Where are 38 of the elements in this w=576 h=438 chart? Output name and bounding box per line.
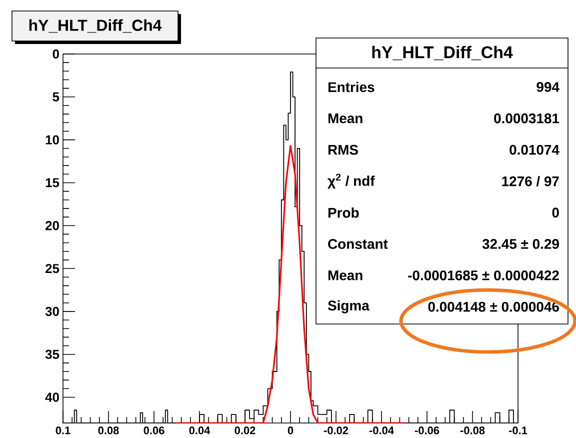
y-tick-label: 35: [45, 350, 60, 359]
annotation: Prob: [328, 207, 359, 218]
y-tick-label: 30: [45, 306, 59, 316]
x-tick-label: 0.02: [234, 426, 256, 434]
x-tick-label: -0.08: [460, 426, 485, 434]
text: 994: [536, 82, 560, 92]
annotation: χ$^{2}$ / ndf: [328, 174, 375, 189]
annotation: Constant: [328, 239, 388, 249]
annotation: Sigma: [328, 300, 370, 314]
text: 0: [552, 208, 559, 218]
x-tick-label: 0.08: [98, 426, 119, 434]
chart-title: hY_HLT_Diff_Ch4: [29, 19, 162, 33]
x-tick-label: -0.02: [324, 426, 348, 434]
annotation: 1276 / 97: [502, 176, 559, 186]
annotation: Entries: [328, 82, 374, 92]
y-tick-label: 20: [46, 221, 59, 230]
y-tick-label: 15: [46, 178, 60, 188]
annotation: RMS: [328, 144, 358, 155]
annotation: -0.0001685 ± 0.0000422: [408, 270, 559, 280]
y-tick-label: 0: [52, 49, 59, 59]
annotation: 32.45 ± 0.29: [482, 239, 559, 249]
annotation: 0.004148 ± 0.000046: [428, 302, 559, 312]
y-tick-label: 10: [46, 135, 59, 144]
x-tick-label: 0: [288, 426, 294, 434]
x-tick-label: -0.1: [508, 426, 528, 434]
annotation: Mean: [328, 114, 362, 124]
annotation: hY_HLT_Diff_Ch4: [372, 46, 513, 60]
x-tick-label: 0.1: [56, 426, 70, 434]
x-tick-label: -0.06: [414, 426, 440, 434]
annotation: 0.01074: [510, 144, 560, 155]
y-tick-label: 40: [45, 392, 59, 402]
annotation: Mean: [328, 270, 362, 280]
y-tick-label: 25: [46, 264, 60, 274]
y-tick-label: 5: [52, 92, 60, 102]
annotation: 0.0003181: [494, 113, 560, 124]
x-tick-label: 0.06: [144, 426, 164, 434]
x-tick-label: 0.04: [189, 426, 210, 434]
x-tick-label: -0.04: [369, 426, 394, 434]
